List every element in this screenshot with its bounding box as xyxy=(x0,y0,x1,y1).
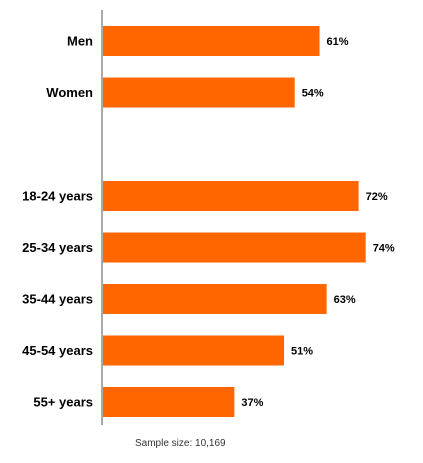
bar-men xyxy=(103,26,320,56)
value-label-45-54-years: 51% xyxy=(291,346,313,358)
value-labels-group: 61% 54% 72% 74% 63% 51% 37% xyxy=(241,36,395,409)
bar-women xyxy=(103,77,295,108)
bar-45-54-years xyxy=(103,335,285,366)
category-label-women: Women xyxy=(46,85,93,100)
bar-18-24-years xyxy=(103,181,359,211)
value-label-55-years: 37% xyxy=(241,397,263,409)
category-label-25-34-years: 25-34 years xyxy=(22,240,93,255)
value-label-men: 61% xyxy=(327,36,349,48)
value-label-35-44-years: 63% xyxy=(334,294,356,306)
category-label-men: Men xyxy=(67,34,93,49)
bar-55-years xyxy=(103,387,235,417)
value-label-25-34-years: 74% xyxy=(373,243,395,255)
bars-group xyxy=(103,26,366,417)
category-labels-group: Men Women 18-24 years 25-34 years 35-44 year… xyxy=(22,34,93,410)
category-label-45-54-years: 45-54 years xyxy=(22,343,93,358)
category-label-18-24-years: 18-24 years xyxy=(22,189,93,204)
value-label-18-24-years: 72% xyxy=(366,191,388,203)
bar-35-44-years xyxy=(103,284,327,314)
category-label-55-years: 55+ years xyxy=(33,395,93,410)
value-label-women: 54% xyxy=(302,88,324,100)
sample-size-note: Sample size: 10,169 xyxy=(135,438,226,449)
category-label-35-44-years: 35-44 years xyxy=(22,292,93,307)
bar-25-34-years xyxy=(103,232,366,263)
